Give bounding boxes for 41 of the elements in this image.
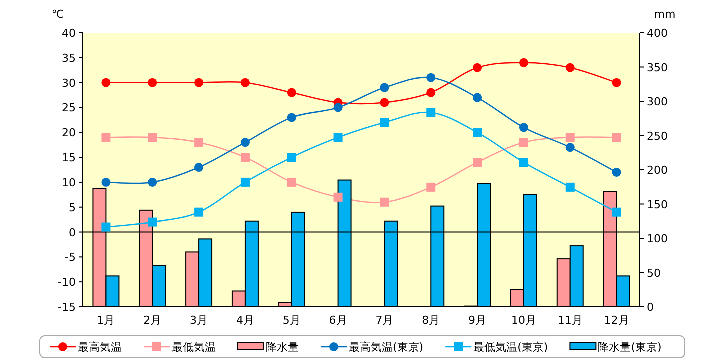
y-axis-title: ℃ [52,8,64,21]
y-tick-label: 20 [62,126,76,140]
y2-axis-title: mm [654,8,676,21]
x-tick-label: 10月 [511,314,536,327]
y-tick-label: -5 [65,251,76,264]
y2-tick-label: 350 [647,61,668,74]
legend-label: 最低気温(東京) [474,341,548,354]
y2-tick-label: 250 [647,130,668,143]
y2-tick-label: 200 [647,164,668,177]
y2-tick-label: 150 [647,198,668,212]
y2-tick-label: 100 [647,232,668,246]
x-tick-label: 4月 [236,314,254,327]
y-tick-label: -10 [58,276,76,290]
y-tick-label: 15 [62,152,76,165]
x-tick-label: 12月 [604,314,630,327]
y-tick-label: 0 [69,226,76,240]
x-tick-label: 6月 [329,314,348,327]
x-tick-label: 1月 [97,314,116,327]
y2-tick-label: 400 [647,27,668,40]
legend-label: 降水量 [266,341,299,354]
y-tick-label: 40 [62,27,76,40]
x-tick-label: 7月 [376,314,394,327]
x-tick-label: 2月 [144,314,162,327]
legend-label: 最高気温 [78,341,122,354]
y-tick-label: -15 [58,301,76,314]
y2-tick-label: 0 [647,301,654,314]
legend-label: 最高気温(東京) [349,341,424,354]
x-tick-label: 5月 [282,314,301,327]
x-tick-label: 9月 [468,314,487,327]
x-tick-label: 3月 [190,314,208,327]
y2-tick-label: 50 [647,266,661,280]
legend-label: 降水量(東京) [598,341,662,354]
y-tick-label: 30 [62,76,76,90]
x-tick-label: 8月 [422,314,440,327]
y2-tick-label: 300 [647,96,668,108]
legend-label: 最低気温 [172,341,216,354]
y-tick-label: 5 [69,201,76,214]
y-tick-label: 10 [62,176,76,190]
x-tick-label: 11月 [558,314,583,327]
y-tick-label: 35 [62,52,76,65]
y-tick-label: 25 [62,102,76,115]
